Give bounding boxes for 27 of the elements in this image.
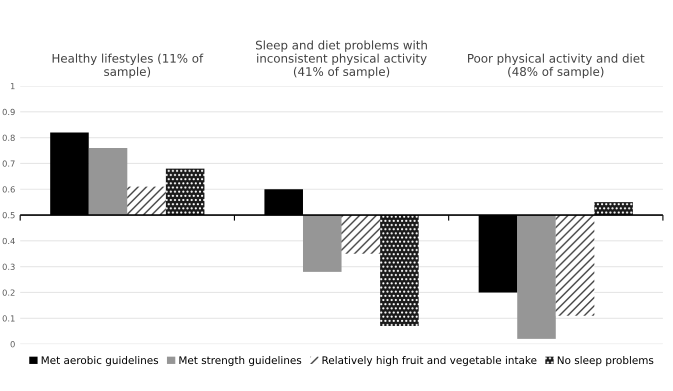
x-tick-label: Healthy lifestyles (11% of sample) bbox=[52, 54, 204, 78]
bar bbox=[166, 168, 204, 216]
y-tick-label: 0.6 bbox=[2, 186, 15, 193]
y-tick-label: 0.5 bbox=[2, 212, 15, 218]
legend-label: No sleep problems bbox=[558, 356, 654, 366]
y-tick-label: 0.1 bbox=[2, 315, 15, 322]
y-tick-label: 1 bbox=[10, 83, 15, 90]
y-tick-label: 0.4 bbox=[2, 238, 15, 244]
bar bbox=[88, 148, 128, 216]
y-tick-label: 0.9 bbox=[2, 108, 15, 116]
bar bbox=[380, 215, 419, 326]
y-tick-label: 0.7 bbox=[2, 160, 15, 167]
legend-label: Met strength guidelines bbox=[179, 356, 302, 366]
x-tick-label: Sleep and diet problems with inconsistent physical activity (41% of sample) bbox=[256, 40, 427, 78]
bar bbox=[342, 215, 380, 254]
bar bbox=[556, 215, 594, 316]
legend-label: Met aerobic guidelines bbox=[42, 356, 158, 366]
x-tick-label: Poor physical activity and diet (48% of sample) bbox=[468, 54, 644, 78]
y-tick-label: 0.3 bbox=[2, 264, 15, 270]
y-tick-label: 0 bbox=[10, 341, 15, 348]
bar bbox=[127, 186, 166, 216]
y-tick-label: 0.2 bbox=[2, 289, 14, 296]
bar bbox=[594, 202, 633, 216]
bar bbox=[302, 215, 342, 272]
legend-label: Relatively high fruit and vegetable intake bbox=[322, 356, 536, 366]
bar bbox=[517, 215, 556, 339]
y-tick-label: 0.8 bbox=[2, 134, 15, 141]
